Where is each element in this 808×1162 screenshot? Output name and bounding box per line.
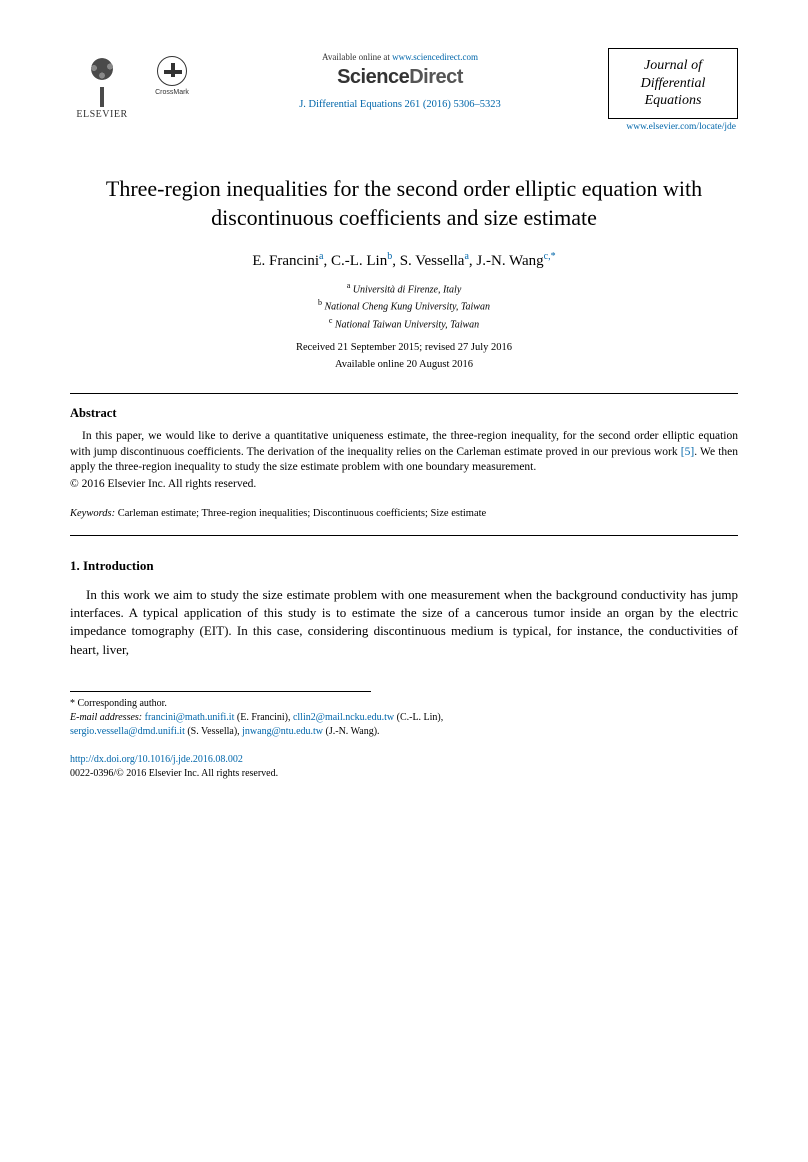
affiliation-b-text: National Cheng Kung University, Taiwan bbox=[325, 302, 490, 313]
corresponding-text: Corresponding author. bbox=[78, 698, 167, 709]
email-4-name: (J.-N. Wang). bbox=[323, 726, 380, 737]
affiliation-c-text: National Taiwan University, Taiwan bbox=[335, 319, 479, 330]
elsevier-tree-icon bbox=[74, 55, 130, 107]
author-3: S. Vessella bbox=[400, 253, 465, 269]
elsevier-logo: ELSEVIER bbox=[70, 48, 134, 120]
corresponding-footnote: * Corresponding author. bbox=[70, 697, 371, 711]
divider-top bbox=[70, 393, 738, 394]
crossmark-label: CrossMark bbox=[155, 89, 189, 96]
abstract-copyright: © 2016 Elsevier Inc. All rights reserved… bbox=[70, 478, 738, 490]
section-1-body: In this work we aim to study the size es… bbox=[70, 586, 738, 659]
affiliation-a-text: Università di Firenze, Italy bbox=[353, 284, 462, 295]
affiliation-b: b National Cheng Kung University, Taiwan bbox=[70, 297, 738, 314]
author-1: E. Francini bbox=[252, 253, 319, 269]
journal-title-box: Journal of Differential Equations bbox=[608, 48, 738, 119]
corresponding-star[interactable]: * bbox=[551, 251, 556, 262]
keywords-line: Keywords: Carleman estimate; Three-regio… bbox=[70, 508, 738, 519]
abstract-paragraph: In this paper, we would like to derive a… bbox=[70, 429, 738, 476]
abstract-heading: Abstract bbox=[70, 406, 738, 421]
authors-line: E. Francinia, C.-L. Linb, S. Vessellaa, … bbox=[70, 251, 738, 270]
affiliation-c: c National Taiwan University, Taiwan bbox=[70, 315, 738, 332]
affiliations: a Università di Firenze, Italy b Nationa… bbox=[70, 280, 738, 332]
header-center: Available online at www.sciencedirect.co… bbox=[192, 48, 608, 110]
sd-logo-right: Direct bbox=[409, 66, 463, 88]
affiliation-a: a Università di Firenze, Italy bbox=[70, 280, 738, 297]
abstract-text-a: In this paper, we would like to derive a… bbox=[70, 430, 738, 458]
abstract-ref-5[interactable]: [5] bbox=[681, 446, 694, 458]
doi-block: http://dx.doi.org/10.1016/j.jde.2016.08.… bbox=[70, 753, 738, 781]
email-footnotes: E-mail addresses: francini@math.unifi.it… bbox=[70, 711, 738, 739]
issn-copyright: 0022-0396/© 2016 Elsevier Inc. All right… bbox=[70, 767, 738, 781]
crossmark-icon bbox=[157, 56, 187, 86]
journal-box-title: Journal of Differential Equations bbox=[615, 57, 731, 110]
author-1-aff[interactable]: a bbox=[319, 251, 323, 262]
section-1-heading: 1. Introduction bbox=[70, 558, 738, 574]
elsevier-label: ELSEVIER bbox=[76, 109, 127, 120]
email-4[interactable]: jnwang@ntu.edu.tw bbox=[242, 726, 323, 737]
divider-bottom bbox=[70, 535, 738, 536]
article-dates: Received 21 September 2015; revised 27 J… bbox=[70, 340, 738, 374]
keywords-label: Keywords: bbox=[70, 508, 115, 519]
sciencedirect-logo: ScienceDirect bbox=[192, 66, 608, 89]
author-4: J.-N. Wang bbox=[476, 253, 543, 269]
available-online: Available online 20 August 2016 bbox=[70, 357, 738, 374]
article-title: Three-region inequalities for the second… bbox=[80, 174, 728, 233]
available-prefix: Available online at bbox=[322, 52, 392, 62]
sciencedirect-url[interactable]: www.sciencedirect.com bbox=[392, 52, 478, 62]
doi-url[interactable]: http://dx.doi.org/10.1016/j.jde.2016.08.… bbox=[70, 753, 738, 767]
email-2-name: (C.-L. Lin), bbox=[394, 712, 443, 723]
available-online-line: Available online at www.sciencedirect.co… bbox=[192, 52, 608, 62]
email-2[interactable]: cllin2@mail.ncku.edu.tw bbox=[293, 712, 394, 723]
header-right-block: Journal of Differential Equations www.el… bbox=[608, 48, 738, 132]
header-left-logos: ELSEVIER CrossMark bbox=[70, 48, 192, 120]
received-revised: Received 21 September 2015; revised 27 J… bbox=[70, 340, 738, 357]
keywords-text: Carleman estimate; Three-region inequali… bbox=[115, 508, 486, 519]
email-1[interactable]: francini@math.unifi.it bbox=[145, 712, 235, 723]
email-1-name: (E. Francini), bbox=[234, 712, 293, 723]
author-2: C.-L. Lin bbox=[331, 253, 387, 269]
crossmark-badge[interactable]: CrossMark bbox=[152, 56, 192, 96]
author-2-aff[interactable]: b bbox=[387, 251, 392, 262]
paper-header: ELSEVIER CrossMark Available online at w… bbox=[70, 48, 738, 132]
citation-line[interactable]: J. Differential Equations 261 (2016) 530… bbox=[192, 99, 608, 110]
footnote-rule-block: * Corresponding author. bbox=[70, 691, 371, 711]
journal-locate-url[interactable]: www.elsevier.com/locate/jde bbox=[608, 122, 736, 132]
email-3[interactable]: sergio.vessella@dmd.unifi.it bbox=[70, 726, 185, 737]
email-3-name: (S. Vessella), bbox=[185, 726, 242, 737]
email-label: E-mail addresses: bbox=[70, 712, 145, 723]
sd-logo-left: Science bbox=[337, 66, 409, 88]
author-3-aff[interactable]: a bbox=[464, 251, 468, 262]
